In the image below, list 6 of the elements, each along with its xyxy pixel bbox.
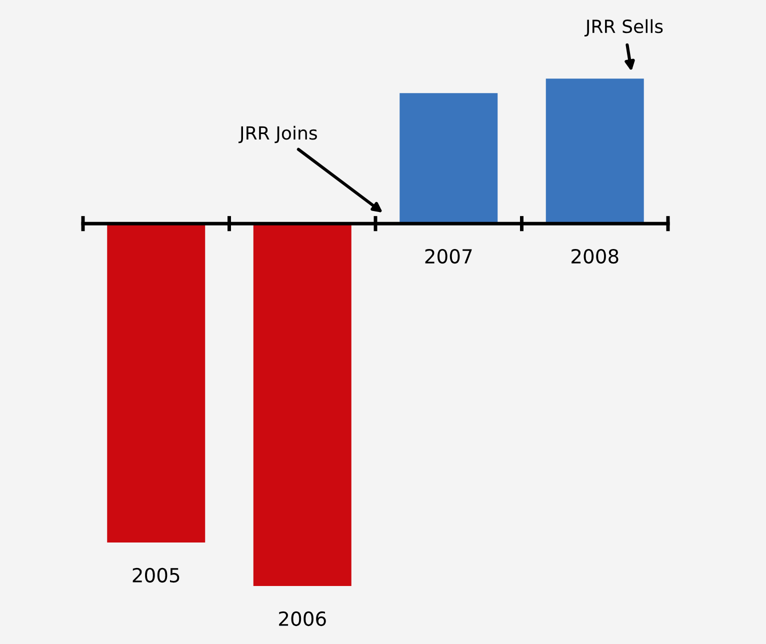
x-tick-label: 2005 bbox=[132, 568, 180, 583]
text: JRR Sells bbox=[584, 19, 663, 37]
x-tick-label: 2007 bbox=[425, 248, 472, 264]
x-tick-label: 2008 bbox=[572, 248, 618, 264]
x-tick-label: 2006 bbox=[279, 611, 326, 626]
annotation: JRR Joins bbox=[238, 126, 317, 144]
